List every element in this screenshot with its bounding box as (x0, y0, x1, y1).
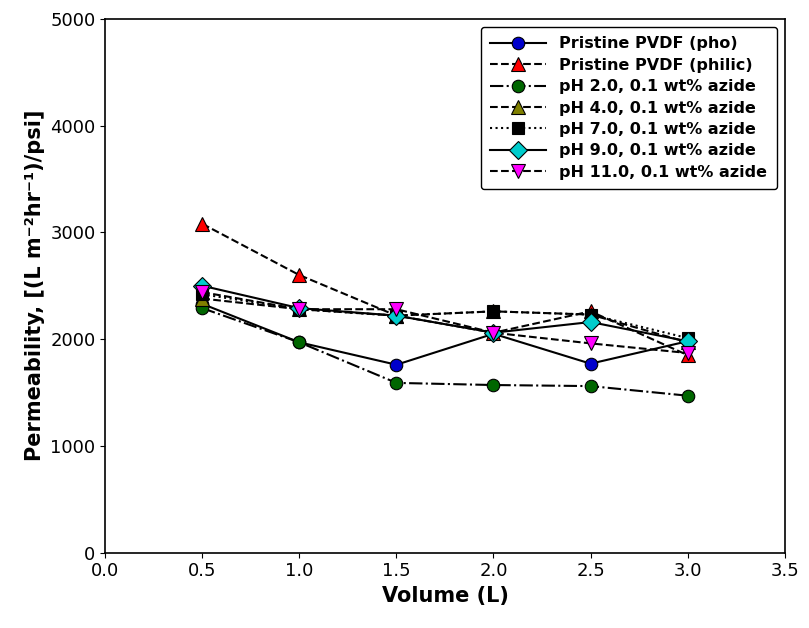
pH 9.0, 0.1 wt% azide (683, 337, 693, 345)
Line: pH 9.0, 0.1 wt% azide: pH 9.0, 0.1 wt% azide (196, 279, 694, 347)
pH 2.0, 0.1 wt% azide (489, 381, 498, 389)
pH 2.0, 0.1 wt% azide (683, 392, 693, 399)
pH 4.0, 0.1 wt% azide (197, 295, 207, 302)
Pristine PVDF (philic) (294, 271, 304, 279)
pH 4.0, 0.1 wt% azide (294, 305, 304, 313)
Pristine PVDF (pho) (489, 330, 498, 338)
pH 4.0, 0.1 wt% azide (392, 312, 401, 320)
Pristine PVDF (philic) (392, 312, 401, 320)
Pristine PVDF (pho) (683, 337, 693, 345)
Pristine PVDF (philic) (197, 220, 207, 227)
Pristine PVDF (pho) (586, 360, 595, 367)
pH 7.0, 0.1 wt% azide (294, 305, 304, 313)
pH 11.0, 0.1 wt% azide (197, 288, 207, 296)
Line: Pristine PVDF (philic): Pristine PVDF (philic) (195, 217, 695, 362)
Line: pH 2.0, 0.1 wt% azide: pH 2.0, 0.1 wt% azide (196, 302, 694, 402)
Line: pH 7.0, 0.1 wt% azide: pH 7.0, 0.1 wt% azide (196, 288, 694, 344)
pH 11.0, 0.1 wt% azide (392, 305, 401, 313)
pH 7.0, 0.1 wt% azide (489, 308, 498, 315)
pH 2.0, 0.1 wt% azide (197, 305, 207, 312)
pH 11.0, 0.1 wt% azide (294, 305, 304, 313)
Y-axis label: Permeability, [(L m⁻²hr⁻¹)/psi]: Permeability, [(L m⁻²hr⁻¹)/psi] (24, 110, 44, 462)
Pristine PVDF (pho) (197, 300, 207, 308)
pH 11.0, 0.1 wt% azide (586, 340, 595, 347)
pH 9.0, 0.1 wt% azide (489, 329, 498, 337)
pH 2.0, 0.1 wt% azide (586, 382, 595, 390)
pH 7.0, 0.1 wt% azide (586, 311, 595, 318)
pH 7.0, 0.1 wt% azide (683, 334, 693, 342)
pH 11.0, 0.1 wt% azide (683, 349, 693, 357)
Line: pH 4.0, 0.1 wt% azide: pH 4.0, 0.1 wt% azide (195, 291, 695, 349)
pH 9.0, 0.1 wt% azide (586, 318, 595, 326)
pH 2.0, 0.1 wt% azide (294, 338, 304, 346)
Pristine PVDF (philic) (683, 352, 693, 359)
Pristine PVDF (pho) (294, 338, 304, 346)
pH 7.0, 0.1 wt% azide (197, 291, 207, 298)
pH 9.0, 0.1 wt% azide (392, 312, 401, 320)
Line: Pristine PVDF (pho): Pristine PVDF (pho) (196, 298, 694, 371)
pH 11.0, 0.1 wt% azide (489, 329, 498, 337)
Line: pH 11.0, 0.1 wt% azide: pH 11.0, 0.1 wt% azide (195, 285, 695, 360)
pH 4.0, 0.1 wt% azide (489, 308, 498, 315)
pH 4.0, 0.1 wt% azide (683, 338, 693, 346)
pH 4.0, 0.1 wt% azide (586, 311, 595, 318)
pH 9.0, 0.1 wt% azide (197, 282, 207, 290)
pH 9.0, 0.1 wt% azide (294, 305, 304, 312)
Legend: Pristine PVDF (pho), Pristine PVDF (philic), pH 2.0, 0.1 wt% azide, pH 4.0, 0.1 : Pristine PVDF (pho), Pristine PVDF (phil… (481, 27, 777, 189)
pH 2.0, 0.1 wt% azide (392, 379, 401, 387)
Pristine PVDF (philic) (586, 308, 595, 315)
Pristine PVDF (pho) (392, 361, 401, 369)
X-axis label: Volume (L): Volume (L) (382, 586, 508, 606)
pH 7.0, 0.1 wt% azide (392, 312, 401, 320)
Pristine PVDF (philic) (489, 329, 498, 337)
